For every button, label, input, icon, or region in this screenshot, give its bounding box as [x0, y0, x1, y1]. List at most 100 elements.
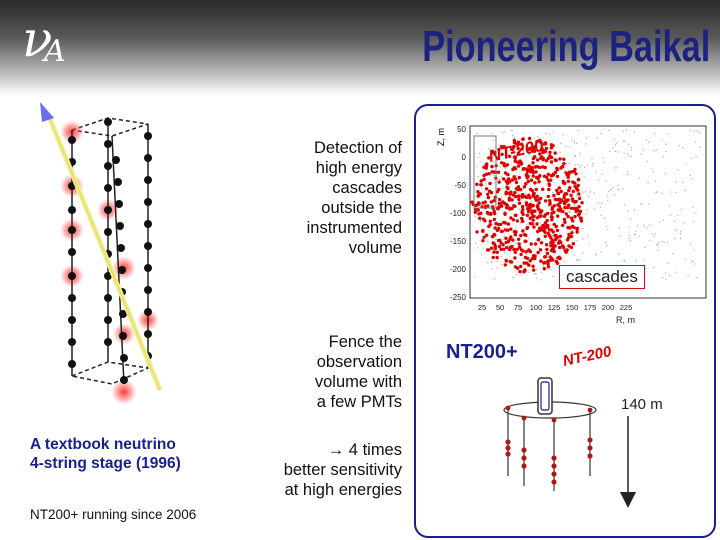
background-event-dot: [554, 228, 556, 230]
background-event-dot: [655, 180, 657, 182]
cascade-event-dot: [489, 246, 494, 250]
cascade-event-dot: [524, 182, 528, 186]
background-event-dot: [675, 271, 677, 273]
cascade-event-dot: [524, 203, 529, 207]
background-event-dot: [629, 218, 632, 220]
background-event-dot: [579, 167, 581, 169]
cascade-event-dot: [549, 258, 553, 262]
background-event-dot: [599, 206, 602, 208]
background-event-dot: [662, 219, 665, 221]
background-event-dot: [655, 192, 657, 194]
cascade-event-dot: [548, 154, 552, 158]
cascade-event-dot: [473, 210, 477, 214]
cascade-event-dot: [567, 203, 571, 207]
cascade-event-dot: [550, 215, 554, 220]
cascade-event-dot: [575, 226, 580, 231]
background-event-dot: [591, 157, 593, 159]
background-event-dot: [503, 131, 506, 133]
cascade-event-dot: [554, 234, 558, 238]
cascade-event-dot: [503, 201, 507, 206]
cascade-event-dot: [559, 189, 563, 194]
cascade-event-dot: [578, 209, 583, 214]
detection-line: volume: [348, 239, 402, 257]
cascade-event-dot: [511, 218, 515, 222]
cascade-event-dot: [496, 226, 501, 231]
x-tick-labels: 25 50 75 100 125 150 175 200 225: [478, 303, 632, 312]
background-event-dot: [593, 208, 595, 210]
cascade-event-dot: [484, 204, 488, 208]
cascade-event-dot: [509, 227, 513, 231]
cascade-event-dot: [526, 179, 530, 184]
cascade-event-dot: [497, 238, 501, 243]
cascade-event-dot: [521, 137, 525, 141]
cascade-event-dot: [531, 214, 535, 219]
background-event-dot: [656, 243, 658, 246]
background-event-dot: [586, 209, 588, 211]
cascade-event-dot: [525, 213, 530, 218]
cascade-event-dot: [549, 160, 554, 164]
background-event-dot: [501, 187, 503, 190]
background-event-dot: [693, 130, 695, 132]
cascade-event-dot: [519, 233, 523, 238]
cascade-event-dot: [543, 226, 547, 231]
background-event-dot: [553, 181, 555, 184]
cascade-event-dot: [525, 167, 529, 171]
cascade-event-dot: [493, 226, 497, 230]
cascade-event-dot: [575, 230, 579, 234]
background-event-dot: [493, 277, 496, 280]
background-event-dot: [687, 274, 689, 277]
cascade-event-dot: [491, 255, 495, 260]
cascade-event-dot: [516, 146, 520, 151]
background-event-dot: [636, 225, 639, 227]
cascade-event-dot: [527, 136, 532, 141]
cascade-event-dot: [537, 237, 541, 242]
background-event-dot: [496, 260, 498, 262]
cascade-event-dot: [547, 182, 551, 186]
cascade-event-dot: [531, 264, 535, 268]
cascade-event-dot: [555, 188, 559, 192]
background-event-dot: [607, 228, 609, 230]
fence-line: volume with: [314, 373, 402, 391]
cascade-event-dot: [551, 144, 555, 148]
cascade-event-dot: [571, 219, 575, 223]
cascade-event-dot: [566, 175, 570, 179]
cascade-event-dot: [546, 265, 551, 269]
pmt-modules: [68, 118, 152, 384]
cascade-events: [470, 136, 584, 274]
cascade-event-dot: [517, 194, 521, 198]
cascade-event-dot: [490, 164, 494, 169]
background-event-dot: [618, 227, 620, 229]
cascade-event-dot: [543, 199, 548, 203]
cascade-event-dot: [566, 198, 570, 202]
cascade-event-dot: [531, 149, 535, 153]
svg-text:200: 200: [602, 303, 615, 312]
background-event-dot: [582, 191, 584, 193]
background-event-dot: [525, 155, 527, 157]
sensitivity-line: better sensitivity: [283, 461, 402, 479]
cascade-event-dot: [487, 172, 491, 176]
background-event-dot: [486, 261, 489, 264]
background-event-dot: [627, 210, 629, 213]
cascade-event-dot: [489, 212, 493, 216]
background-event-dot: [628, 235, 631, 237]
background-event-dot: [600, 251, 603, 253]
background-event-dot: [500, 195, 503, 198]
cascade-event-dot: [544, 243, 549, 247]
cascade-event-dot: [563, 205, 567, 210]
cascade-event-dot: [515, 142, 519, 146]
background-event-dot: [577, 129, 580, 132]
background-event-dot: [501, 131, 504, 133]
cascade-event-dot: [516, 164, 521, 168]
detection-line: Detection of: [313, 139, 402, 157]
cascade-event-dot: [532, 268, 536, 272]
cascade-event-dot: [527, 193, 531, 197]
cascade-event-dot: [537, 207, 541, 212]
cascade-event-dot: [558, 200, 562, 205]
cascade-event-dot: [556, 191, 560, 195]
cascade-event-dot: [493, 211, 497, 216]
cascade-event-dot: [491, 150, 496, 155]
background-event-dot: [617, 184, 619, 187]
cascade-event-dot: [513, 190, 517, 195]
svg-text:125: 125: [548, 303, 561, 312]
cascade-event-dot: [486, 248, 491, 252]
